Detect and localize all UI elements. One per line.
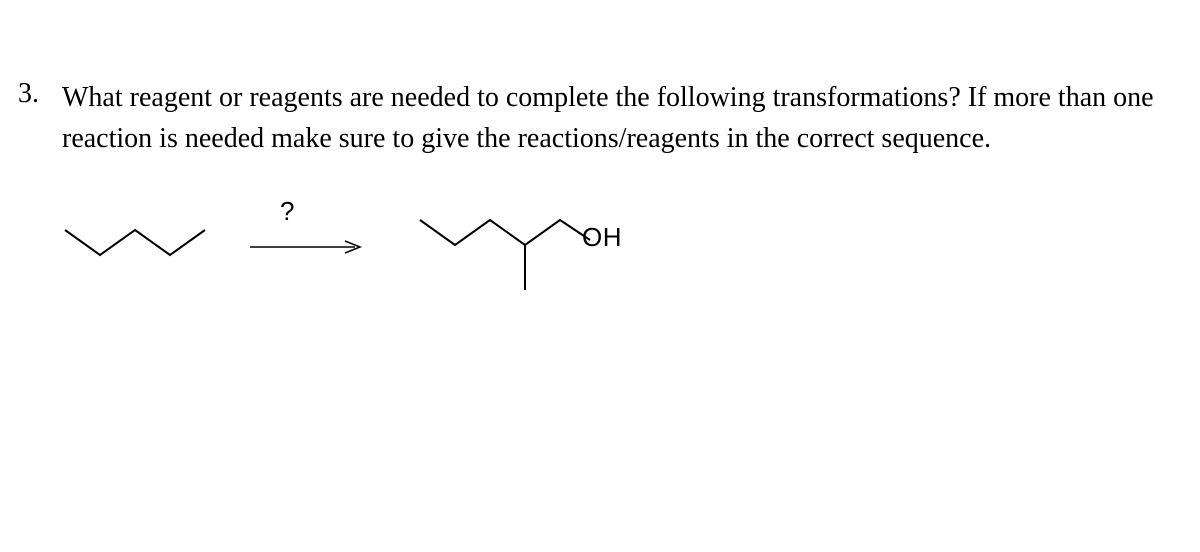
question-number: 3. [18, 78, 39, 110]
reaction-arrow-icon [250, 238, 370, 258]
question-text: What reagent or reagents are needed to c… [62, 78, 1182, 159]
reagent-unknown-label: ? [280, 196, 294, 227]
product-oh-label: OH [582, 222, 622, 253]
page: 3. What reagent or reagents are needed t… [0, 0, 1200, 552]
start-structure-icon [60, 220, 210, 270]
